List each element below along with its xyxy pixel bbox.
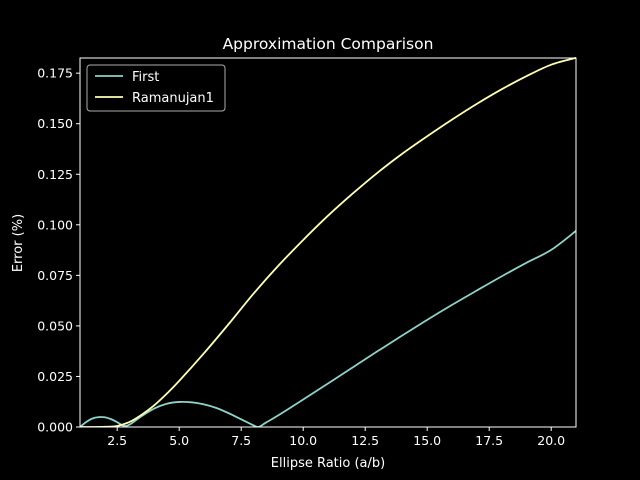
x-axis: 2.5 5.0 7.5 10.0 12.5 15.0 17.5 20.0 [107, 427, 565, 448]
y-tick-label: 0.025 [37, 369, 73, 384]
y-tick-label: 0.000 [37, 420, 73, 435]
y-tick-label: 0.075 [37, 268, 73, 283]
y-tick-label: 0.100 [37, 217, 73, 232]
plot-area [80, 57, 576, 427]
y-tick-label: 0.050 [37, 318, 73, 333]
y-tick-label: 0.175 [37, 66, 73, 81]
series-line-ramanujan1 [80, 57, 576, 427]
x-axis-label: Ellipse Ratio (a/b) [271, 456, 385, 471]
x-tick-label: 15.0 [413, 433, 441, 448]
legend-label-ramanujan1: Ramanujan1 [132, 91, 214, 106]
y-axis: 0.000 0.025 0.050 0.075 0.100 0.125 0.150 0.175 [37, 66, 80, 435]
x-tick-label: 7.5 [231, 433, 251, 448]
series-line-first [80, 230, 576, 427]
x-tick-label: 20.0 [537, 433, 565, 448]
y-tick-label: 0.125 [37, 167, 73, 182]
legend: First Ramanujan1 [86, 64, 226, 112]
y-tick-label: 0.150 [37, 116, 73, 131]
x-tick-label: 17.5 [475, 433, 503, 448]
x-tick-label: 5.0 [169, 433, 189, 448]
axes-frame [79, 57, 577, 428]
chart-title: Approximation Comparison [223, 35, 434, 53]
y-axis-label: Error (%) [11, 214, 26, 272]
legend-label-first: First [132, 70, 159, 85]
x-tick-label: 2.5 [107, 433, 127, 448]
x-tick-label: 10.0 [289, 433, 317, 448]
x-tick-label: 12.5 [351, 433, 379, 448]
